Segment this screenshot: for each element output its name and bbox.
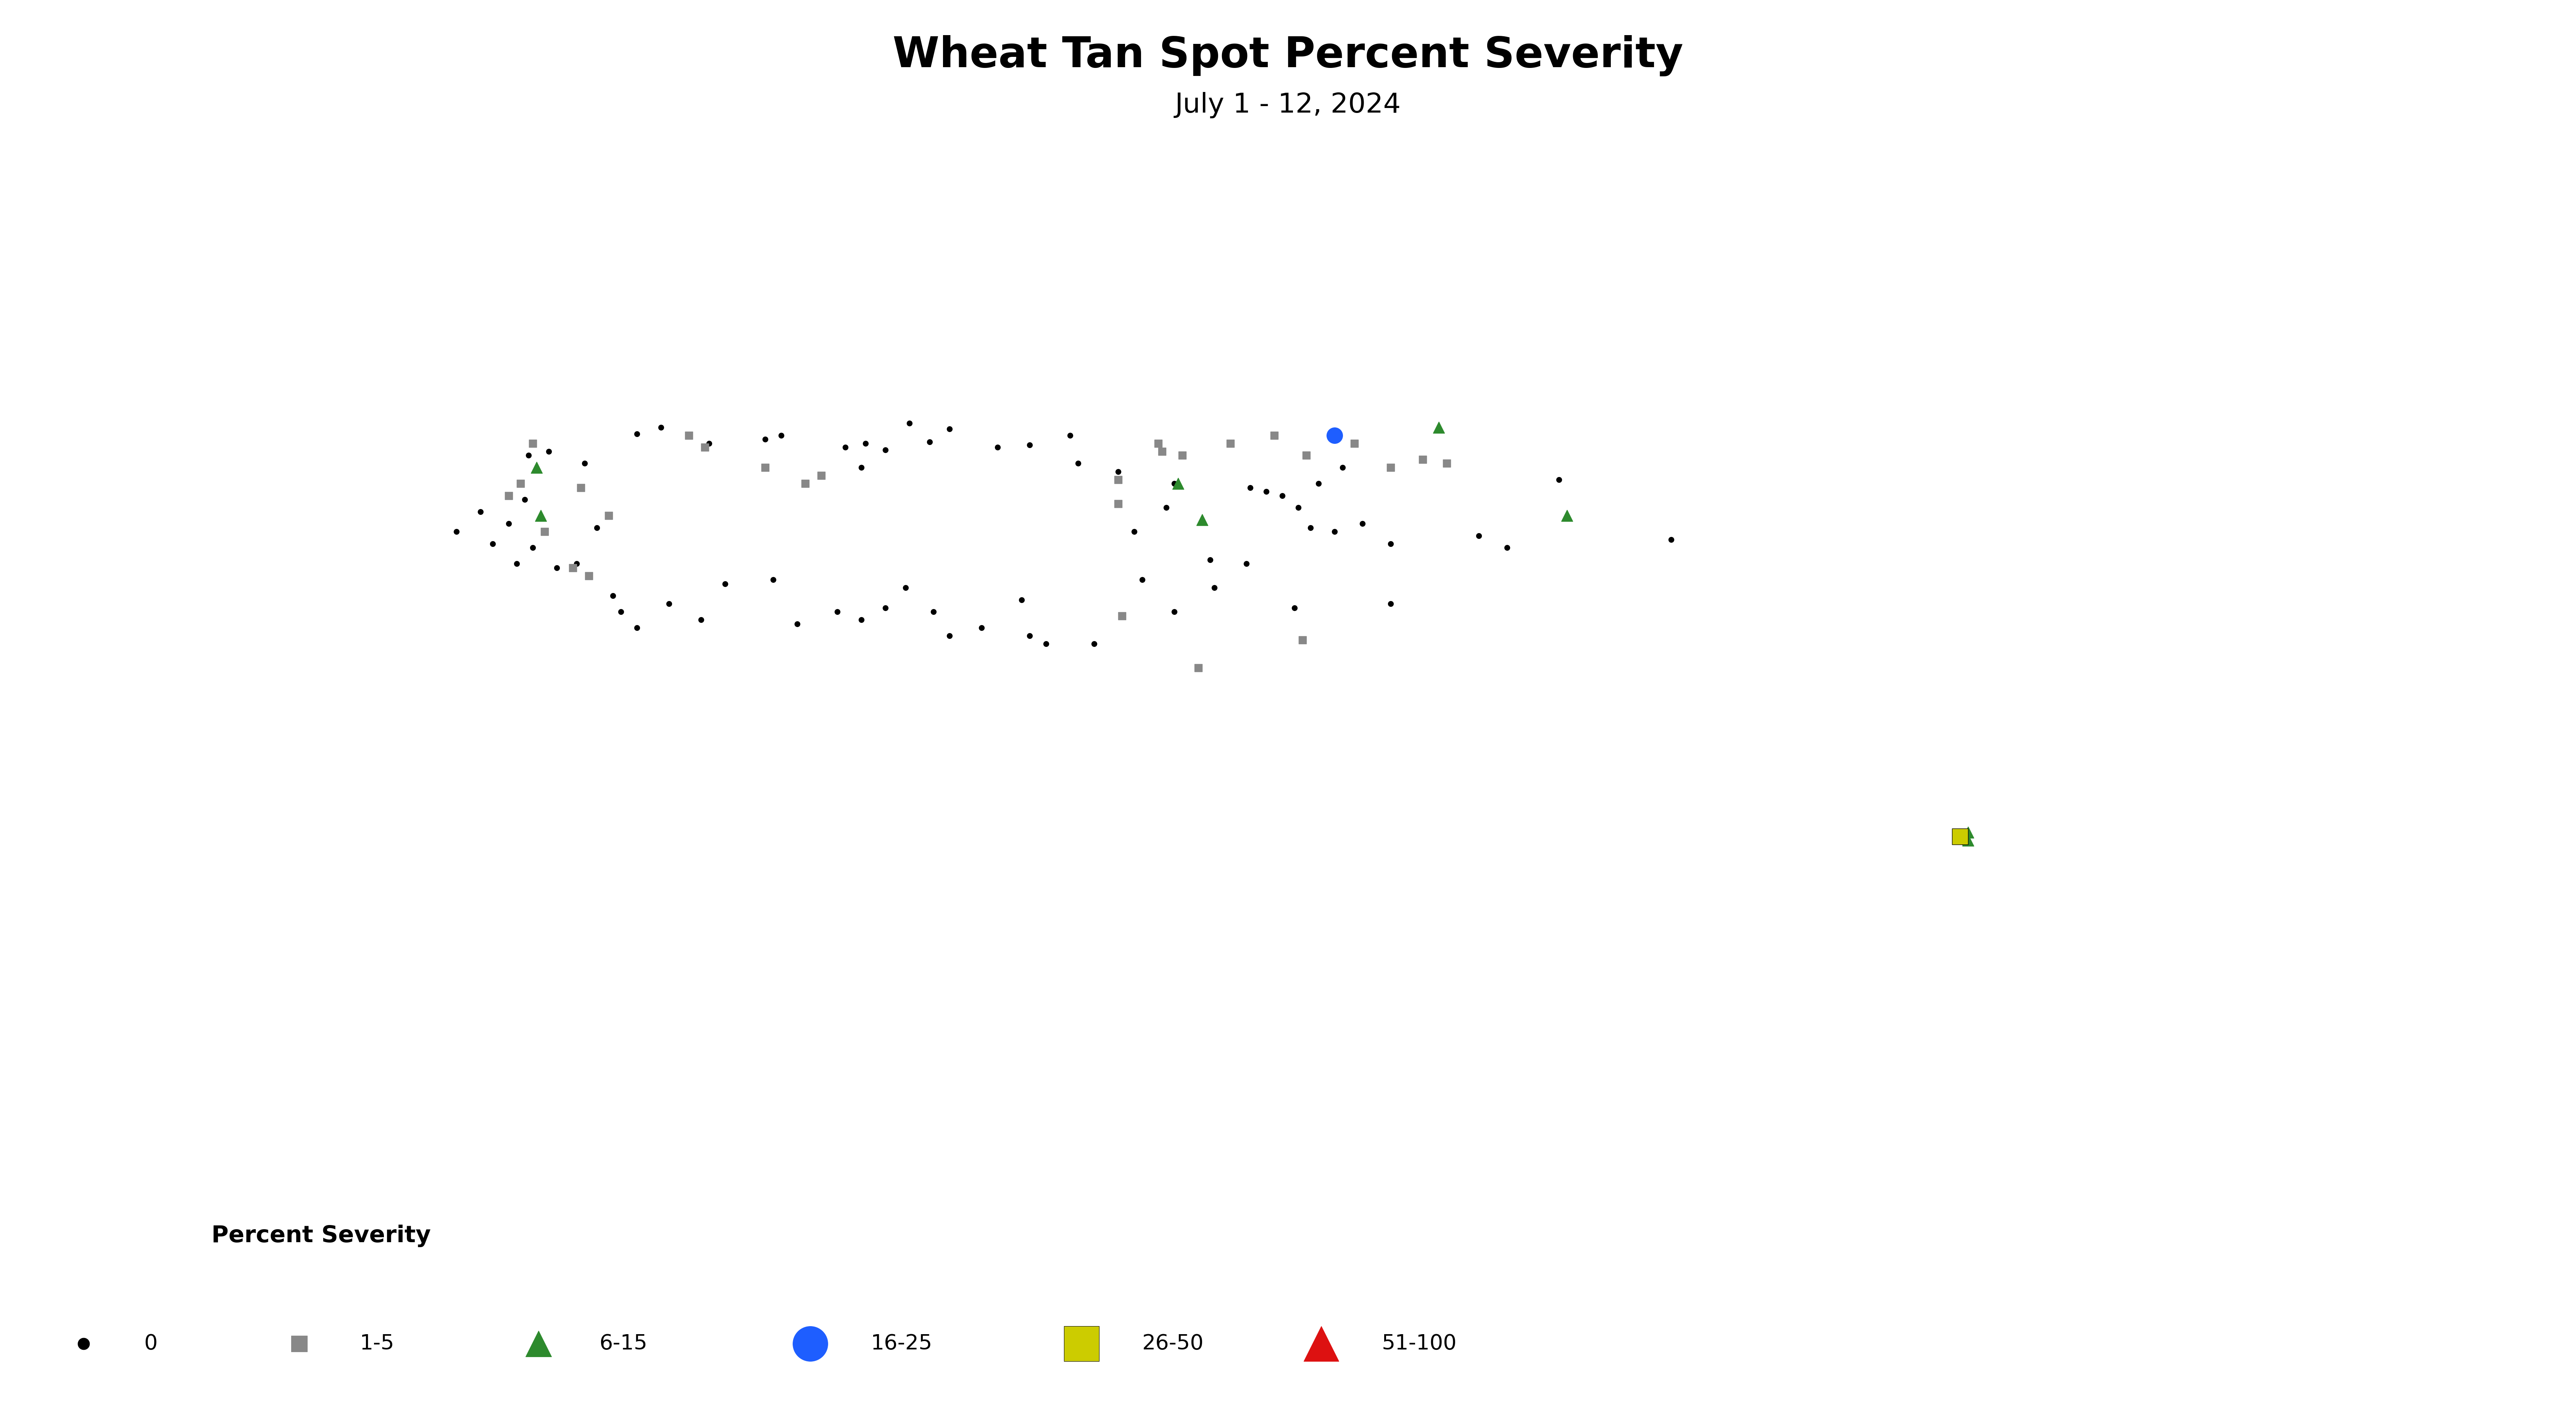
Text: Percent Severity: Percent Severity	[211, 1224, 430, 1247]
Text: 51-100: 51-100	[1381, 1333, 1458, 1354]
Text: Wheat Tan Spot Percent Severity: Wheat Tan Spot Percent Severity	[894, 35, 1682, 76]
Text: 26-50: 26-50	[1141, 1333, 1203, 1354]
Text: 0: 0	[144, 1333, 157, 1354]
Text: 1-5: 1-5	[361, 1333, 394, 1354]
Text: 16-25: 16-25	[871, 1333, 933, 1354]
Text: 6-15: 6-15	[600, 1333, 647, 1354]
Text: July 1 - 12, 2024: July 1 - 12, 2024	[1175, 92, 1401, 119]
